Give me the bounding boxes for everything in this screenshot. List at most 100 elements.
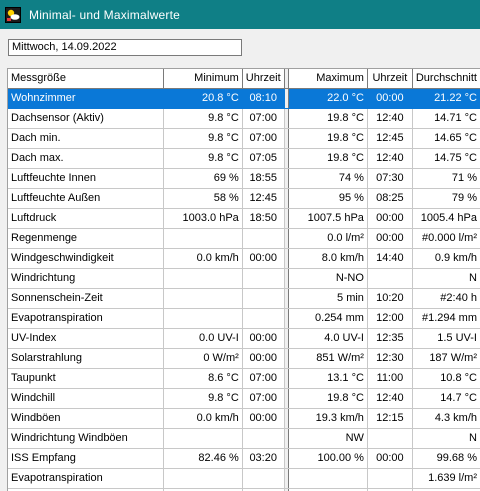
title-bar[interactable]: Minimal- und Maximalwerte — [0, 0, 480, 29]
cell-minimum: 69 % — [163, 168, 243, 189]
cell-measure: Windböen — [8, 408, 165, 429]
cell-min-time: 00:00 — [242, 328, 285, 349]
table-row[interactable]: Evapotranspiration 0.254 mm 12:00 #1.294 mm — [8, 308, 480, 329]
table-row[interactable]: Luftdruck 1003.0 hPa 18:50 1007.5 hPa 00:00 1… — [8, 208, 480, 229]
cell-min-time — [242, 228, 285, 249]
cell-average: #1.294 mm — [412, 308, 480, 329]
column-header-max-time[interactable]: Uhrzeit — [367, 69, 413, 89]
cell-average: 79 % — [412, 188, 480, 209]
table-row[interactable]: Solarstrahlung 0 W/m² 00:00 851 W/m² 12:30 18… — [8, 348, 480, 369]
cell-average: 4.3 km/h — [412, 408, 480, 429]
cell-average: 71 % — [412, 168, 480, 189]
table-row[interactable]: ISS Empfang 82.46 % 03:20 100.00 % 00:00 99.6… — [8, 448, 480, 469]
table-row[interactable]: Luftfeuchte Innen 69 % 18:55 74 % 07:30 71 % — [8, 168, 480, 189]
cell-maximum: 22.0 °C — [288, 88, 368, 109]
min-max-table[interactable]: Messgröße Minimum Uhrzeit Maximum Uhrzei… — [7, 68, 480, 491]
cell-min-time: 00:00 — [242, 408, 285, 429]
column-separator — [283, 228, 290, 249]
table-row[interactable]: Dachsensor (Aktiv) 9.8 °C 07:00 19.8 °C 12:4… — [8, 108, 480, 129]
date-field[interactable]: Mittwoch, 14.09.2022 — [8, 39, 242, 56]
cell-min-time: 00:00 — [242, 348, 285, 369]
column-header-min-time[interactable]: Uhrzeit — [242, 69, 285, 89]
table-row[interactable]: Luftfeuchte Außen 58 % 12:45 95 % 08:25 79 % — [8, 188, 480, 209]
column-separator — [283, 308, 290, 329]
cell-max-time — [367, 428, 413, 449]
cell-max-time: 12:30 — [367, 348, 413, 369]
table-row[interactable]: Windböen 0.0 km/h 00:00 19.3 km/h 12:15 4.3 k… — [8, 408, 480, 429]
table-row[interactable]: Windgeschwindigkeit 0.0 km/h 00:00 8.0 km/h… — [8, 248, 480, 269]
column-separator — [283, 468, 290, 489]
cell-min-time: 07:00 — [242, 108, 285, 129]
cell-minimum: 8.6 °C — [163, 368, 243, 389]
cell-max-time: 00:00 — [367, 208, 413, 229]
cell-minimum: 0 W/m² — [163, 348, 243, 369]
cell-measure: Windchill — [8, 388, 165, 409]
cell-maximum: 19.8 °C — [288, 388, 368, 409]
cell-average: 21.22 °C — [412, 88, 480, 109]
column-header-minimum[interactable]: Minimum — [163, 69, 243, 89]
table-row[interactable]: Taupunkt 8.6 °C 07:00 13.1 °C 11:00 10.8 °C — [8, 368, 480, 389]
cell-measure: Regenmenge — [8, 228, 165, 249]
table-row[interactable]: Dach max. 9.8 °C 07:05 19.8 °C 12:40 14.75 °C — [8, 148, 480, 169]
cell-measure: Solarstrahlung — [8, 348, 165, 369]
cell-minimum — [163, 468, 243, 489]
cell-maximum: 19.8 °C — [288, 108, 368, 129]
cell-max-time: 11:00 — [367, 368, 413, 389]
cell-average: 14.7 °C — [412, 388, 480, 409]
table-row[interactable]: UV-Index 0.0 UV-I 00:00 4.0 UV-I 12:35 1.5 UV… — [8, 328, 480, 349]
cell-average: #2:40 h — [412, 288, 480, 309]
cell-minimum — [163, 428, 243, 449]
cell-average: N — [412, 268, 480, 289]
cell-minimum: 0.0 km/h — [163, 408, 243, 429]
cell-minimum: 20.8 °C — [163, 88, 243, 109]
cell-average: 187 W/m² — [412, 348, 480, 369]
table-row[interactable]: Windrichtung Windböen NW N — [8, 428, 480, 449]
table-row[interactable]: Windrichtung N-NO N — [8, 268, 480, 289]
column-separator — [283, 368, 290, 389]
table-row[interactable]: Windchill 9.8 °C 07:00 19.8 °C 12:40 14.7 °C — [8, 388, 480, 409]
cell-minimum: 1003.0 hPa — [163, 208, 243, 229]
column-header-measure[interactable]: Messgröße — [8, 69, 165, 89]
cell-min-time — [242, 268, 285, 289]
cell-min-time — [242, 288, 285, 309]
column-separator — [283, 248, 290, 269]
column-header-average[interactable]: Durchschnitt — [412, 69, 480, 89]
cell-average: 1.639 l/m² — [412, 468, 480, 489]
column-separator — [283, 69, 290, 89]
cell-measure: Wohnzimmer — [8, 88, 165, 109]
column-separator — [283, 128, 290, 149]
cell-minimum: 0.0 UV-I — [163, 328, 243, 349]
cell-minimum: 9.8 °C — [163, 128, 243, 149]
cell-max-time: 14:40 — [367, 248, 413, 269]
column-separator — [283, 188, 290, 209]
cell-maximum: 851 W/m² — [288, 348, 368, 369]
column-separator — [283, 348, 290, 369]
column-separator — [283, 428, 290, 449]
table-row[interactable]: Dach min. 9.8 °C 07:00 19.8 °C 12:45 14.65 °C — [8, 128, 480, 149]
cell-minimum: 0.0 km/h — [163, 248, 243, 269]
cell-maximum: 95 % — [288, 188, 368, 209]
column-separator — [283, 148, 290, 169]
cell-average: 10.8 °C — [412, 368, 480, 389]
table-row[interactable]: Evapotranspiration 1.639 l/m² — [8, 468, 480, 489]
column-separator — [283, 288, 290, 309]
cell-maximum: 1007.5 hPa — [288, 208, 368, 229]
cell-minimum — [163, 268, 243, 289]
table-row[interactable]: Sonnenschein-Zeit 5 min 10:20 #2:40 h — [8, 288, 480, 309]
table-row[interactable]: Regenmenge 0.0 l/m² 00:00 #0.000 l/m² — [8, 228, 480, 249]
cell-min-time: 00:00 — [242, 248, 285, 269]
cell-minimum: 9.8 °C — [163, 108, 243, 129]
cell-maximum: 19.8 °C — [288, 128, 368, 149]
cell-maximum: 100.00 % — [288, 448, 368, 469]
cell-average: #0.000 l/m² — [412, 228, 480, 249]
cell-maximum — [288, 468, 368, 489]
table-row[interactable]: Wohnzimmer 20.8 °C 08:10 22.0 °C 00:00 21.22 … — [8, 88, 480, 109]
cell-min-time: 12:45 — [242, 188, 285, 209]
cell-measure: Dach max. — [8, 148, 165, 169]
cell-average: 14.65 °C — [412, 128, 480, 149]
column-separator — [283, 388, 290, 409]
cell-max-time: 00:00 — [367, 88, 413, 109]
column-separator — [283, 408, 290, 429]
cell-average: 99.68 % — [412, 448, 480, 469]
column-header-maximum[interactable]: Maximum — [288, 69, 368, 89]
